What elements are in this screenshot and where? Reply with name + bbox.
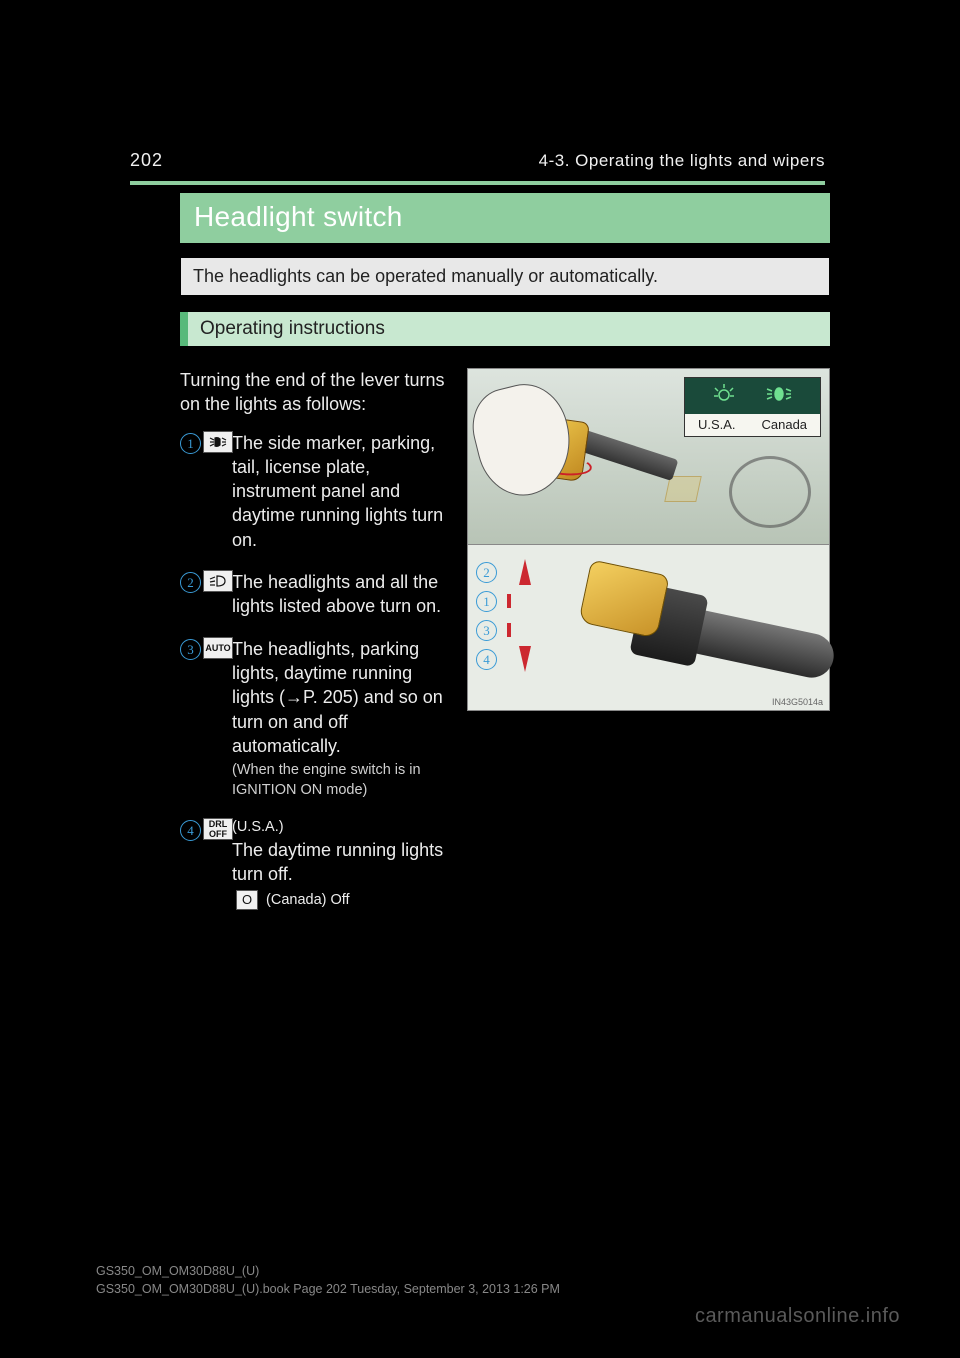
item-text: The headlights, parking lights, daytime … (232, 637, 445, 801)
item-text: The headlights and all the lights listed… (232, 570, 445, 619)
marker-3: 3 AUTO (180, 637, 232, 661)
canada-suffix: (Canada) Off (266, 892, 350, 908)
light-indicator-usa-icon (711, 382, 737, 410)
callout-number: 1 (180, 433, 201, 454)
intro-box: The headlights can be operated manually … (180, 257, 830, 300)
book-footer: GS350_OM_OM30D88U_(U) GS350_OM_OM30D88U_… (96, 1263, 560, 1298)
subheading-bar: Operating instructions (180, 312, 830, 346)
hand-turning-stalk (488, 391, 668, 531)
arrow-down-icon (519, 646, 531, 672)
switch-position-row: 2 The headlights and all the lights list… (180, 570, 445, 619)
subheading: Operating instructions (188, 312, 830, 346)
callout-row: 2 (476, 561, 556, 583)
lead-text: Turning the end of the lever turns on th… (180, 368, 445, 417)
page-number: 202 (130, 150, 163, 171)
off-circle-icon: O (236, 890, 258, 910)
manual-page: 202 4-3. Operating the lights and wipers… (0, 0, 960, 1358)
callout-row: 3 (476, 619, 556, 641)
auto-label: AUTO (205, 643, 230, 653)
marker-4: 4 DRL OFF (180, 818, 232, 842)
diagram-bottom-panel: 2 1 3 (468, 544, 829, 710)
diagram-callouts: 2 1 3 (476, 561, 556, 677)
steering-wheel-icon (729, 456, 811, 528)
item-desc: The headlights and all the lights listed… (232, 570, 445, 619)
section-path: 4-3. Operating the lights and wipers (539, 151, 825, 171)
callout-number: 1 (476, 591, 497, 612)
item-desc: The headlights, parking lights, daytime … (232, 637, 445, 758)
arrow-up-icon (519, 559, 531, 585)
arrow-shaft-icon (507, 623, 511, 637)
intro-text: The headlights can be operated manually … (181, 258, 829, 295)
marker-1: 1 (180, 431, 232, 455)
arrow-shaft-icon (507, 594, 511, 608)
off-label: OFF (209, 829, 227, 839)
item-desc: The daytime running lights turn off. (232, 838, 445, 887)
marker-2: 2 (180, 570, 232, 594)
callout-row: 4 (476, 648, 556, 670)
stalk-closeup (550, 563, 830, 693)
switch-position-row: 3 AUTO The headlights, parking lights, d… (180, 637, 445, 801)
indicator-labels: U.S.A. Canada (685, 414, 820, 436)
auto-icon: AUTO (203, 637, 233, 659)
callout-number: 3 (476, 620, 497, 641)
headlight-icon (203, 570, 233, 592)
item-prefix: (U.S.A.) (232, 818, 445, 838)
diagram-column: U.S.A. Canada 2 1 (467, 368, 830, 929)
switch-diagram: U.S.A. Canada 2 1 (467, 368, 830, 711)
callout-number: 2 (180, 572, 201, 593)
diagram-top-panel: U.S.A. Canada (468, 369, 829, 544)
callout-number: 4 (476, 649, 497, 670)
page-header: 202 4-3. Operating the lights and wipers (0, 150, 960, 181)
page-title: Headlight switch (180, 193, 830, 243)
switch-position-row: 1 The side marker, parking, tail, licens… (180, 431, 445, 552)
item-text: (U.S.A.) The daytime running lights turn… (232, 818, 445, 911)
canada-label: Canada (761, 417, 807, 432)
diagram-ref: IN43G5014a (772, 697, 823, 707)
callout-number: 3 (180, 639, 201, 660)
callout-row: 1 (476, 590, 556, 612)
sub-accent (180, 312, 188, 346)
drl-off-icon: DRL OFF (203, 818, 233, 840)
item-desc: The side marker, parking, tail, license … (232, 431, 445, 552)
hand-icon (468, 375, 582, 504)
indicator-icons-row (685, 378, 820, 414)
instructions-column: Turning the end of the lever turns on th… (180, 368, 445, 929)
stalk-knob (578, 559, 670, 638)
header-rule (130, 181, 825, 185)
drl-label: DRL (209, 819, 228, 829)
item-sub: (When the engine switch is in IGNITION O… (232, 761, 445, 800)
item-canada-line: O (Canada) Off (232, 890, 445, 910)
light-indicator-canada-icon (764, 383, 794, 409)
callout-number: 2 (476, 562, 497, 583)
sidelights-icon (203, 431, 233, 453)
indicator-panel: U.S.A. Canada (684, 377, 821, 437)
body-area: Turning the end of the lever turns on th… (180, 368, 830, 929)
usa-label: U.S.A. (698, 417, 736, 432)
callout-number: 4 (180, 820, 201, 841)
item-text: The side marker, parking, tail, license … (232, 431, 445, 552)
site-watermark: carmanualsonline.info (695, 1305, 900, 1328)
switch-position-row: 4 DRL OFF (U.S.A.) The daytime running l… (180, 818, 445, 911)
